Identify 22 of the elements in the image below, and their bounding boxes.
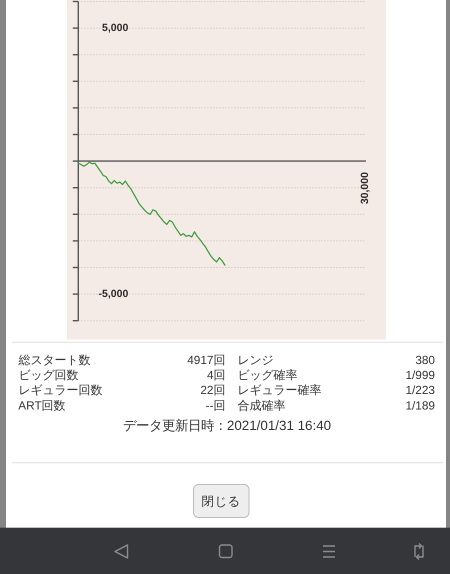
text: 380: [415, 353, 436, 367]
text: レギュラー確率: [238, 383, 322, 398]
text: 4回: [206, 368, 226, 382]
text: 22回: [200, 383, 226, 398]
text: 総スタート数: [17, 353, 90, 367]
text: レンジ: [238, 353, 274, 367]
annotation: 30,000: [359, 172, 371, 204]
text: 合成確率: [238, 398, 286, 412]
button: 閉じる: [193, 484, 250, 518]
text: 1/999: [405, 368, 435, 382]
line-series: [78, 162, 226, 266]
text: データ更新日時：2021/01/31 16:40: [122, 418, 332, 432]
text: ART回数: [18, 398, 66, 412]
text: ビッグ回数: [18, 368, 78, 382]
text: --回: [206, 398, 226, 412]
y-tick-label: -5,000: [98, 288, 128, 300]
text: レギュラー回数: [18, 383, 102, 398]
text: 4917回: [187, 353, 226, 367]
text: 1/189: [405, 398, 435, 412]
text: ビッグ確率: [238, 368, 298, 382]
text: 1/223: [405, 383, 436, 398]
y-tick-label: 5,000: [102, 22, 128, 34]
